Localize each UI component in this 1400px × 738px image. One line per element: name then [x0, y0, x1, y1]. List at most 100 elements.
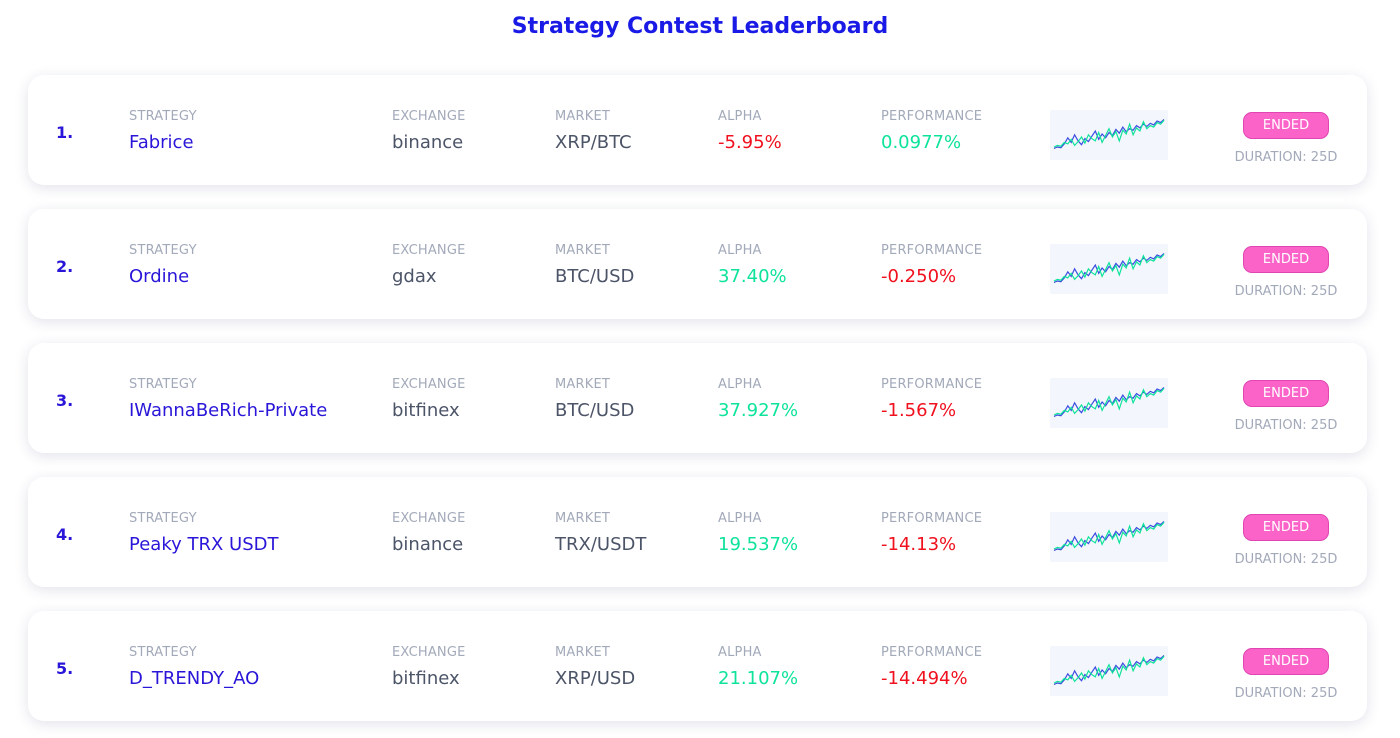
exchange-value: binance — [392, 132, 464, 153]
sparkline-series-b — [1053, 655, 1165, 684]
strategy-name[interactable]: Ordine — [129, 266, 190, 287]
performance-value: -14.494% — [881, 668, 968, 689]
strategy-column: STRATEGY Peaky TRX USDT — [129, 511, 278, 556]
duration-text: DURATION: 25D — [1234, 150, 1338, 165]
exchange-label: EXCHANGE — [392, 645, 466, 660]
performance-label: PERFORMANCE — [881, 645, 983, 660]
strategy-column: STRATEGY Ordine — [129, 243, 197, 288]
alpha-value: 19.537% — [718, 534, 799, 555]
rank-number: 3. — [56, 391, 74, 410]
status-badge: ENDED — [1243, 380, 1329, 407]
market-label: MARKET — [555, 109, 611, 124]
sparkline-series-a — [1053, 119, 1165, 150]
exchange-label: EXCHANGE — [392, 511, 466, 526]
performance-column: PERFORMANCE -0.250% — [881, 243, 982, 288]
rank-number: 2. — [56, 257, 74, 276]
alpha-label: ALPHA — [718, 243, 762, 258]
performance-label: PERFORMANCE — [881, 243, 983, 258]
alpha-label: ALPHA — [718, 511, 762, 526]
exchange-column: EXCHANGE bitfinex — [392, 645, 466, 690]
alpha-column: ALPHA 37.40% — [718, 243, 787, 288]
market-column: MARKET BTC/USD — [555, 377, 634, 422]
performance-value: -0.250% — [881, 266, 957, 287]
exchange-label: EXCHANGE — [392, 109, 466, 124]
sparkline-series-a — [1053, 655, 1165, 686]
performance-value: 0.0977% — [881, 132, 962, 153]
strategy-name[interactable]: IWannaBeRich-Private — [129, 400, 328, 421]
strategy-name[interactable]: Peaky TRX USDT — [129, 534, 279, 555]
strategy-label: STRATEGY — [129, 377, 197, 392]
market-value: XRP/USD — [555, 668, 636, 689]
performance-sparkline — [1050, 244, 1168, 294]
alpha-label: ALPHA — [718, 645, 762, 660]
market-label: MARKET — [555, 377, 611, 392]
exchange-value: bitfinex — [392, 400, 460, 421]
alpha-value: 21.107% — [718, 668, 799, 689]
page-title: Strategy Contest Leaderboard — [511, 14, 889, 39]
performance-label: PERFORMANCE — [881, 109, 983, 124]
alpha-column: ALPHA -5.95% — [718, 109, 782, 154]
strategy-label: STRATEGY — [129, 243, 197, 258]
sparkline-series-b — [1053, 253, 1165, 282]
alpha-column: ALPHA 37.927% — [718, 377, 798, 422]
market-label: MARKET — [555, 645, 611, 660]
performance-value: -1.567% — [881, 400, 957, 421]
duration-text: DURATION: 25D — [1234, 686, 1338, 701]
alpha-label: ALPHA — [718, 377, 762, 392]
market-value: TRX/USDT — [555, 534, 647, 555]
alpha-column: ALPHA 19.537% — [718, 511, 798, 556]
sparkline-series-b — [1053, 521, 1165, 550]
duration-text: DURATION: 25D — [1234, 418, 1338, 433]
market-label: MARKET — [555, 511, 611, 526]
leaderboard-row[interactable]: 3. STRATEGY IWannaBeRich-Private EXCHANG… — [28, 343, 1367, 453]
exchange-label: EXCHANGE — [392, 377, 466, 392]
market-column: MARKET TRX/USDT — [555, 511, 646, 556]
performance-sparkline — [1050, 646, 1168, 696]
performance-sparkline — [1050, 512, 1168, 562]
status-badge: ENDED — [1243, 246, 1329, 273]
alpha-value: -5.95% — [718, 132, 782, 153]
performance-sparkline — [1050, 110, 1168, 160]
alpha-label: ALPHA — [718, 109, 762, 124]
rank-number: 1. — [56, 123, 74, 142]
exchange-value: binance — [392, 534, 464, 555]
leaderboard-row[interactable]: 2. STRATEGY Ordine EXCHANGE gdax MARKET … — [28, 209, 1367, 319]
status-badge: ENDED — [1243, 112, 1329, 139]
strategy-column: STRATEGY D_TRENDY_AO — [129, 645, 259, 690]
market-column: MARKET BTC/USD — [555, 243, 634, 288]
exchange-value: gdax — [392, 266, 437, 287]
strategy-column: STRATEGY Fabrice — [129, 109, 197, 154]
leaderboard-row[interactable]: 5. STRATEGY D_TRENDY_AO EXCHANGE bitfine… — [28, 611, 1367, 721]
strategy-name[interactable]: D_TRENDY_AO — [129, 668, 260, 689]
sparkline-series-a — [1053, 521, 1165, 552]
leaderboard-row[interactable]: 1. STRATEGY Fabrice EXCHANGE binance MAR… — [28, 75, 1367, 185]
exchange-value: bitfinex — [392, 668, 460, 689]
leaderboard-row[interactable]: 4. STRATEGY Peaky TRX USDT EXCHANGE bina… — [28, 477, 1367, 587]
market-value: BTC/USD — [555, 266, 635, 287]
performance-column: PERFORMANCE -1.567% — [881, 377, 982, 422]
rank-number: 4. — [56, 525, 74, 544]
performance-column: PERFORMANCE -14.494% — [881, 645, 982, 690]
exchange-column: EXCHANGE gdax — [392, 243, 466, 288]
performance-sparkline — [1050, 378, 1168, 428]
market-column: MARKET XRP/USD — [555, 645, 635, 690]
duration-text: DURATION: 25D — [1234, 284, 1338, 299]
performance-label: PERFORMANCE — [881, 511, 983, 526]
strategy-label: STRATEGY — [129, 511, 197, 526]
strategy-name[interactable]: Fabrice — [129, 132, 194, 153]
status-badge: ENDED — [1243, 514, 1329, 541]
strategy-label: STRATEGY — [129, 645, 197, 660]
market-label: MARKET — [555, 243, 611, 258]
strategy-label: STRATEGY — [129, 109, 197, 124]
exchange-column: EXCHANGE bitfinex — [392, 377, 466, 422]
exchange-column: EXCHANGE binance — [392, 511, 466, 556]
sparkline-series-a — [1053, 253, 1165, 284]
strategy-column: STRATEGY IWannaBeRich-Private — [129, 377, 327, 422]
alpha-value: 37.40% — [718, 266, 787, 287]
duration-text: DURATION: 25D — [1234, 552, 1338, 567]
status-badge: ENDED — [1243, 648, 1329, 675]
performance-column: PERFORMANCE -14.13% — [881, 511, 982, 556]
market-column: MARKET XRP/BTC — [555, 109, 632, 154]
sparkline-series-b — [1053, 387, 1165, 416]
